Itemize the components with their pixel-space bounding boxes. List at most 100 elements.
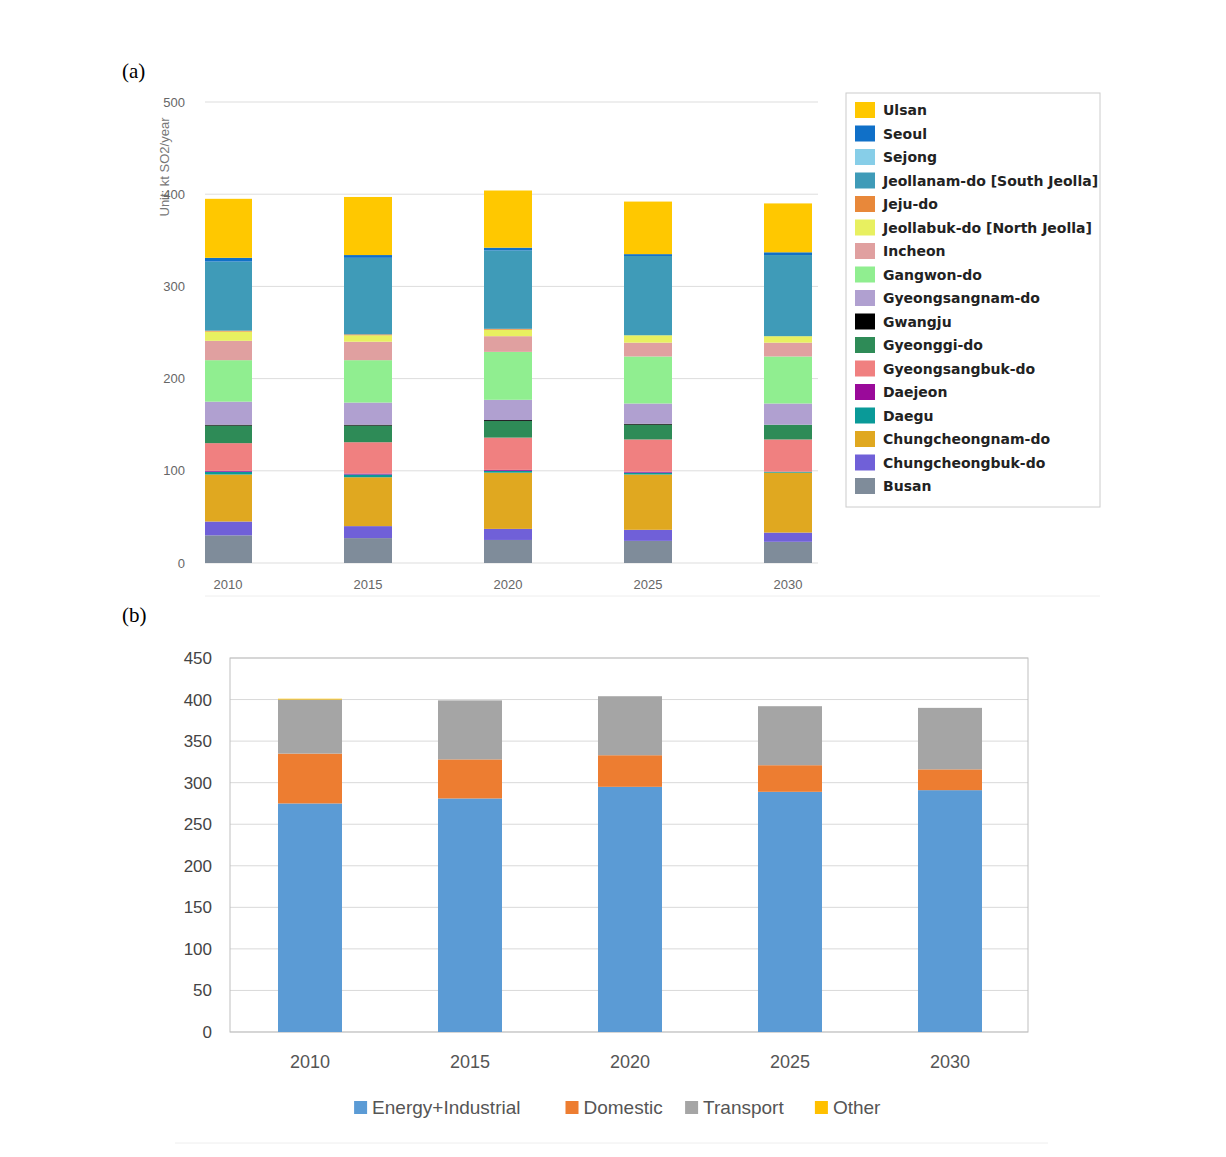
x-tick-label: 2030 (930, 1052, 970, 1072)
bar-segment (624, 256, 672, 335)
bar-segment (205, 332, 252, 341)
y-tick-label: 300 (184, 774, 212, 793)
bar-segment (918, 769, 982, 790)
y-tick-label: 400 (163, 187, 185, 202)
bar-segment (484, 421, 532, 438)
bar-segment (438, 759, 502, 798)
plot-frame (230, 658, 1028, 1032)
bar-segment (205, 262, 252, 331)
bar-segment (624, 356, 672, 403)
bar-segment (438, 798, 502, 1032)
y-tick-label: 0 (203, 1023, 212, 1042)
legend-swatch (855, 220, 875, 236)
bar-segment (484, 540, 532, 563)
bars (278, 696, 982, 1032)
y-tick-label: 450 (184, 649, 212, 668)
bar-segment (205, 341, 252, 360)
bar-segment (344, 255, 392, 258)
bar-segment (624, 425, 672, 440)
bar-segment (344, 538, 392, 563)
legend-label: Busan (883, 478, 931, 494)
panel-label: (b) (122, 603, 147, 627)
grid-line (205, 102, 818, 103)
bar-segment (484, 336, 532, 352)
y-tick-label: 0 (178, 556, 185, 571)
y-tick-label: 150 (184, 898, 212, 917)
bar-segment (598, 696, 662, 755)
x-tick-label: 2015 (354, 577, 383, 592)
legend-label: Jeollabuk-do [North Jeolla] (882, 220, 1092, 236)
bar-segment (918, 708, 982, 770)
legend-swatch (685, 1101, 698, 1114)
bar-segment (484, 471, 532, 473)
bar-segment (484, 248, 532, 251)
bar-segment (344, 197, 392, 255)
bar-segment (344, 477, 392, 526)
bar-segment (624, 530, 672, 541)
y-tick-label: 300 (163, 279, 185, 294)
bar-segment (344, 442, 392, 473)
legend-label: Energy+Industrial (372, 1097, 520, 1118)
legend-label: Jeju-do (882, 196, 938, 212)
legend-label: Chungcheongnam-do (883, 431, 1050, 447)
bar-segment (484, 330, 532, 336)
bar-segment (484, 473, 532, 529)
legend-label: Chungcheongbuk-do (883, 455, 1046, 471)
bar-segment (624, 202, 672, 255)
y-tick-label: 200 (163, 371, 185, 386)
legend-swatch (855, 408, 875, 424)
bar-segment (624, 403, 672, 423)
x-tick-label: 2025 (770, 1052, 810, 1072)
bar-segment (344, 403, 392, 425)
bar-segment (624, 541, 672, 563)
bar-segment (205, 522, 252, 536)
y-tick-label: 350 (184, 732, 212, 751)
legend-swatch (855, 314, 875, 330)
bar-segment (484, 352, 532, 400)
bar-segment (438, 700, 502, 701)
bar-segment (438, 700, 502, 759)
legend-swatch (855, 173, 875, 189)
bar-segment (764, 336, 812, 342)
legend-swatch (855, 126, 875, 142)
legend-label: Other (833, 1097, 881, 1118)
bar-segment (598, 787, 662, 1032)
legend-label: Ulsan (883, 102, 927, 118)
bar-segment (205, 402, 252, 425)
bar-segment (205, 474, 252, 521)
bar-segment (764, 425, 812, 440)
x-tick-label: 2030 (774, 577, 803, 592)
bar-segment (758, 706, 822, 765)
legend-label: Gwangju (883, 314, 952, 330)
legend-swatch (855, 455, 875, 471)
chart-panel: (b)0501001502002503003504004502010201520… (122, 603, 1028, 1118)
legend-label: Daegu (883, 408, 934, 424)
legend-label: Gyeonggi-do (883, 337, 983, 353)
legend-swatch (855, 290, 875, 306)
bar-segment (764, 255, 812, 336)
bar-segment (624, 335, 672, 342)
legend-swatch (354, 1101, 367, 1114)
y-tick-label: 50 (193, 981, 212, 1000)
bar-segment (624, 439, 672, 471)
bar-segment (205, 535, 252, 563)
bar-segment (764, 542, 812, 563)
bar-segment (758, 706, 822, 707)
bar-segment (764, 203, 812, 252)
legend-label: Sejong (883, 149, 937, 165)
bar-segment (484, 250, 532, 328)
bar-segment (205, 199, 252, 258)
legend-swatch (855, 102, 875, 118)
bar-segment (278, 698, 342, 700)
legend-box (846, 93, 1100, 507)
figure: (a)Unit: kt SO2/year01002003004005002010… (0, 0, 1226, 1157)
legend-label: Daejeon (883, 384, 947, 400)
bar-segment (484, 191, 532, 248)
legend-swatch (815, 1101, 828, 1114)
bar-segment (278, 700, 342, 754)
bar-segment (598, 696, 662, 697)
bar-segment (484, 529, 532, 540)
separator (205, 596, 1100, 597)
bar-segment (918, 707, 982, 708)
bar-segment (484, 400, 532, 420)
